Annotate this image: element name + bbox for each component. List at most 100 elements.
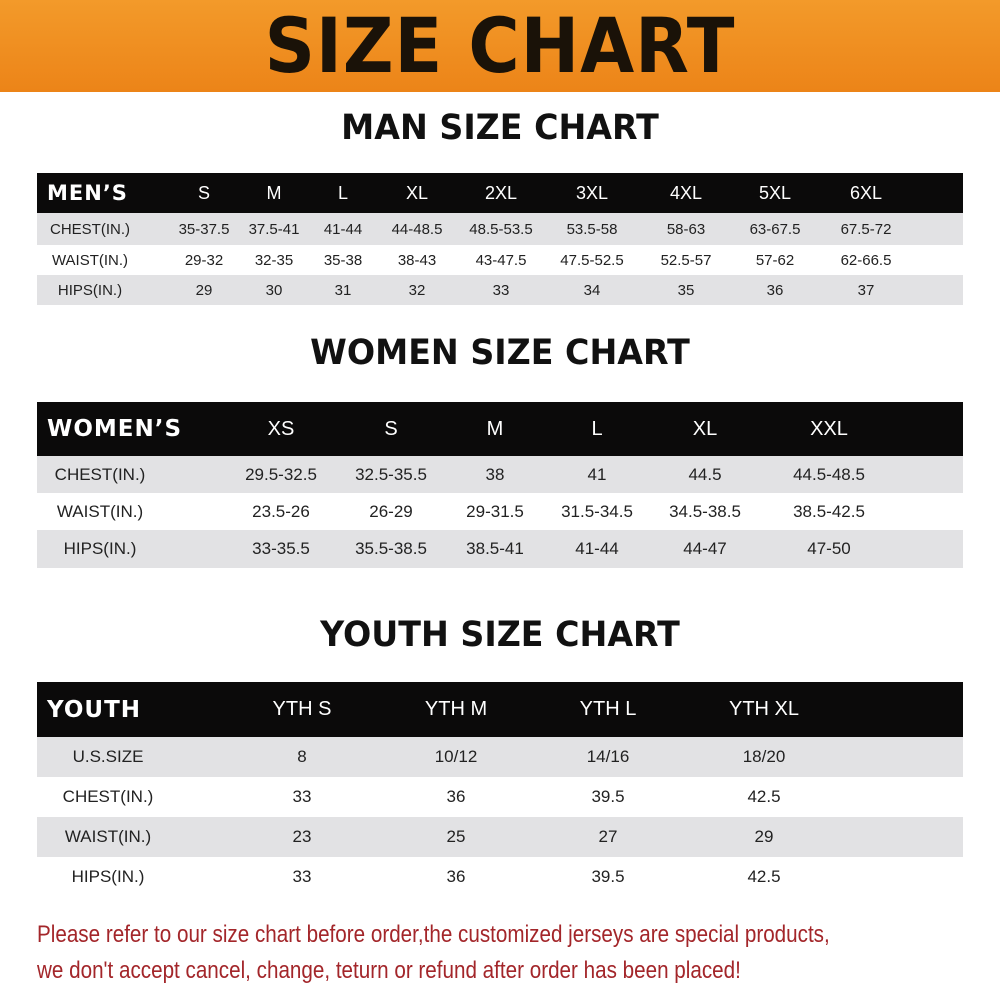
youth-size-table: YOUTH YTH S YTH M YTH L YTH XL U.S.SIZE 8 10/12… <box>37 682 963 897</box>
measurement-label: HIPS(IN.) <box>63 539 137 558</box>
measurement-value: 33 <box>492 281 510 299</box>
measurement-value: 38.5-41 <box>466 539 524 558</box>
size-header: 6XL <box>849 182 883 203</box>
size-header: S <box>197 182 211 203</box>
men-size-table: MEN’S S M L XL 2XL 3XL 4XL 5XL 6XL CHEST(IN.) 35-37… <box>37 173 963 305</box>
measurement-value: 29-32 <box>184 251 224 269</box>
measurement-value: 27 <box>598 827 618 846</box>
measurement-value: 35-38 <box>323 251 363 269</box>
measurement-value: 47.5-52.5 <box>560 251 624 269</box>
measurement-value: 33-35.5 <box>252 539 310 558</box>
measurement-value: 43-47.5 <box>475 251 527 269</box>
table-category-label: WOMEN’S <box>47 416 183 442</box>
measurement-label: WAIST(IN.) <box>51 251 129 269</box>
measurement-value: 58-63 <box>666 220 706 238</box>
youth-section-title: YOUTH SIZE CHART <box>320 615 680 655</box>
measurement-value: 53.5-58 <box>566 220 618 238</box>
measurement-value: 33 <box>292 867 312 886</box>
size-header: XXL <box>810 417 848 440</box>
measurement-value: 41-44 <box>575 539 619 558</box>
men-section-title: MAN SIZE CHART <box>341 108 659 148</box>
size-header: XL <box>405 182 429 203</box>
measurement-value: 42.5 <box>747 867 781 886</box>
measurement-value: 29 <box>754 827 774 846</box>
measurement-value: 37 <box>857 281 875 299</box>
measurement-value: 34.5-38.5 <box>669 501 741 521</box>
measurement-value: 35-37.5 <box>178 220 230 238</box>
table-row: CHEST(IN.) 29.5-32.5 32.5-35.5 38 41 44.5 44.5… <box>37 456 963 493</box>
measurement-value: 14/16 <box>586 747 630 766</box>
measurement-value: 38 <box>485 464 505 484</box>
table-row: WAIST(IN.) 23.5-26 26-29 29-31.5 31.5-34.5 34… <box>37 493 963 530</box>
measurement-label: HIPS(IN.) <box>57 281 123 299</box>
measurement-value: 37.5-41 <box>248 220 300 238</box>
size-header: 2XL <box>484 182 518 203</box>
table-header-row: YOUTH YTH S YTH M YTH L YTH XL <box>37 682 963 737</box>
measurement-value: 36 <box>446 787 466 806</box>
measurement-value: 38-43 <box>397 251 437 269</box>
measurement-value: 36 <box>766 281 784 299</box>
measurement-value: 32.5-35.5 <box>355 464 427 484</box>
measurement-value: 41 <box>587 464 607 484</box>
measurement-value: 30 <box>265 281 283 299</box>
measurement-value: 44.5 <box>688 464 722 484</box>
measurement-value: 39.5 <box>591 867 625 886</box>
measurement-value: 26-29 <box>369 501 413 521</box>
size-header: L <box>591 417 603 440</box>
measurement-value: 39.5 <box>591 787 625 806</box>
size-header: YTH S <box>272 698 332 720</box>
table-row: WAIST(IN.) 29-32 32-35 35-38 38-43 43-47.5 47.… <box>37 245 963 275</box>
measurement-label: CHEST(IN.) <box>54 464 146 484</box>
table-header-row: MEN’S S M L XL 2XL 3XL 4XL 5XL 6XL <box>37 173 963 213</box>
measurement-label: U.S.SIZE <box>72 747 144 766</box>
header-banner: SIZE CHART <box>0 0 1000 92</box>
table-row: CHEST(IN.) 35-37.5 37.5-41 41-44 44-48.5 48.5… <box>37 213 963 245</box>
size-header: XS <box>267 417 295 440</box>
measurement-value: 35 <box>677 281 695 299</box>
measurement-value: 41-44 <box>323 220 363 238</box>
measurement-value: 33 <box>292 787 312 806</box>
notice-line-1: Please refer to our size chart before or… <box>37 921 830 948</box>
women-size-table: WOMEN’S XS S M L XL XXL CHEST(IN.) 29.5-32.5 32.5… <box>37 402 963 568</box>
women-section-title: WOMEN SIZE CHART <box>310 333 690 373</box>
measurement-value: 34 <box>583 281 601 299</box>
measurement-value: 23 <box>292 827 312 846</box>
size-header: XL <box>692 417 718 440</box>
measurement-value: 47-50 <box>807 539 851 558</box>
measurement-value: 57-62 <box>755 251 795 269</box>
measurement-value: 31.5-34.5 <box>561 501 633 521</box>
measurement-value: 67.5-72 <box>840 220 892 238</box>
size-header: YTH M <box>424 698 488 720</box>
measurement-value: 42.5 <box>747 787 781 806</box>
measurement-value: 52.5-57 <box>660 251 712 269</box>
size-header: 3XL <box>575 182 609 203</box>
measurement-value: 44-48.5 <box>391 220 443 238</box>
measurement-value: 29 <box>195 281 213 299</box>
measurement-value: 29.5-32.5 <box>245 464 317 484</box>
measurement-label: WAIST(IN.) <box>64 827 152 846</box>
table-row: HIPS(IN.) 33-35.5 35.5-38.5 38.5-41 41-44 44-… <box>37 530 963 568</box>
measurement-value: 29-31.5 <box>466 501 524 521</box>
measurement-value: 63-67.5 <box>749 220 801 238</box>
size-header: M <box>486 417 504 440</box>
table-header-row: WOMEN’S XS S M L XL XXL <box>37 402 963 456</box>
table-row: WAIST(IN.) 23 25 27 29 <box>37 817 963 857</box>
measurement-value: 18/20 <box>742 747 786 766</box>
size-header: YTH L <box>579 698 637 720</box>
measurement-value: 8 <box>297 747 307 766</box>
size-header: S <box>384 417 398 440</box>
measurement-value: 23.5-26 <box>252 501 310 521</box>
measurement-value: 25 <box>446 827 466 846</box>
page-title: SIZE CHART <box>264 1 736 90</box>
table-row: CHEST(IN.) 33 36 39.5 42.5 <box>37 777 963 817</box>
table-category-label: YOUTH <box>47 696 142 723</box>
measurement-value: 62-66.5 <box>840 251 892 269</box>
measurement-label: WAIST(IN.) <box>56 501 144 521</box>
table-row: U.S.SIZE 8 10/12 14/16 18/20 <box>37 737 963 777</box>
measurement-value: 44-47 <box>683 539 727 558</box>
measurement-label: CHEST(IN.) <box>50 220 130 238</box>
size-header: 5XL <box>758 182 792 203</box>
size-header: M <box>266 182 282 203</box>
table-row: HIPS(IN.) 29 30 31 32 33 34 35 36 37 <box>37 275 963 305</box>
size-header: 4XL <box>669 182 703 203</box>
